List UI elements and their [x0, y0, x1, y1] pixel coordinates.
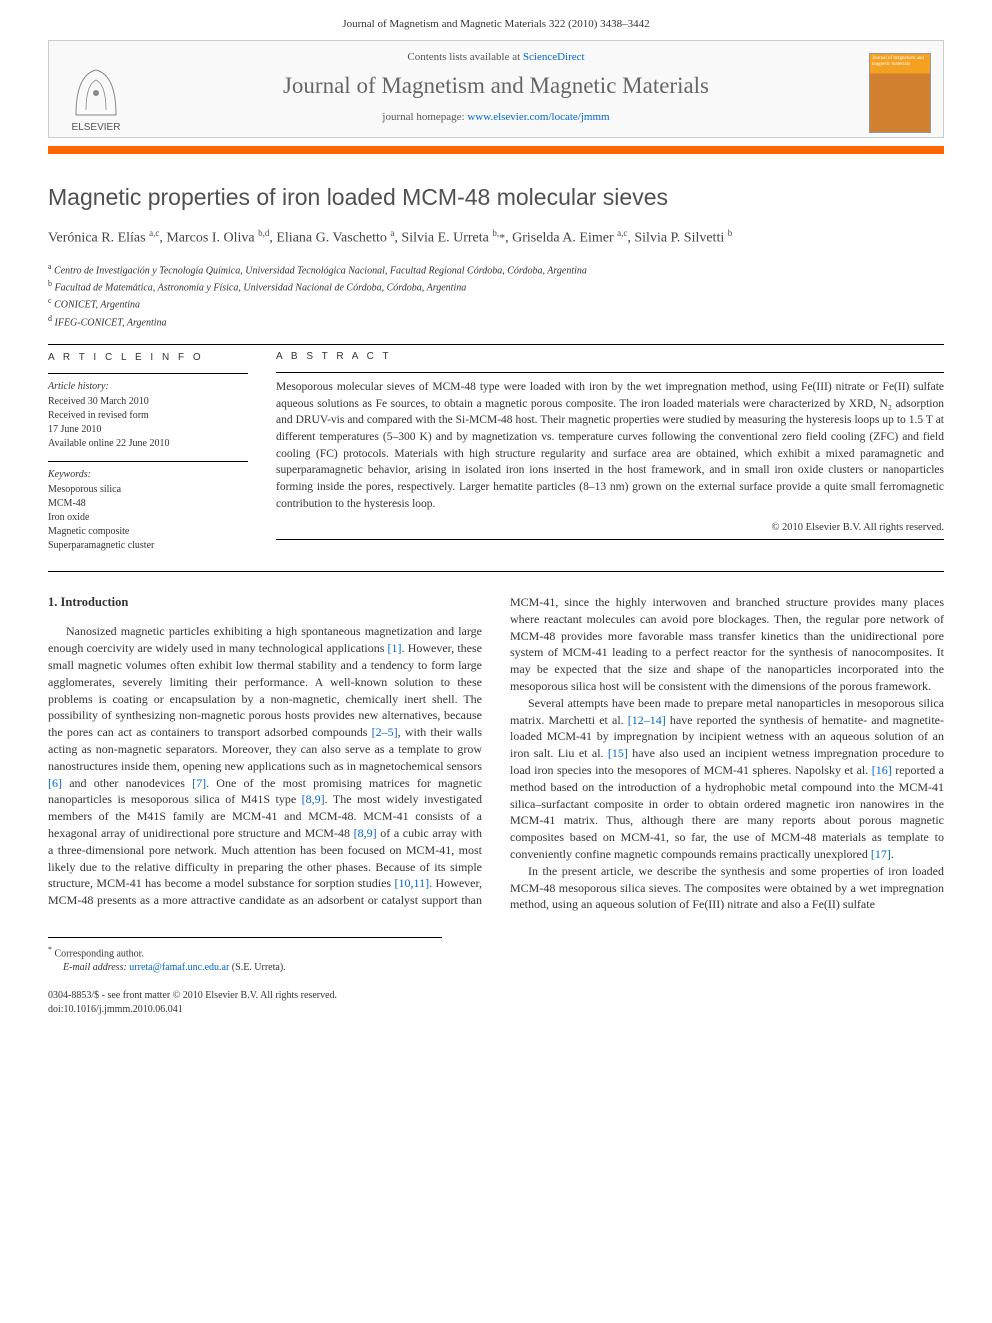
- authors-list: Verónica R. Elías a,c, Marcos I. Oliva b…: [48, 227, 944, 249]
- abstract-copyright: © 2010 Elsevier B.V. All rights reserved…: [276, 522, 944, 533]
- journal-name: Journal of Magnetism and Magnetic Materi…: [149, 73, 843, 99]
- article-info-heading: A R T I C L E I N F O: [48, 351, 248, 365]
- keywords-label: Keywords:: [48, 468, 248, 482]
- divider-bottom: [48, 571, 944, 572]
- affiliation-line: a Centro de Investigación y Tecnología Q…: [48, 261, 944, 278]
- journal-homepage-link[interactable]: www.elsevier.com/locate/jmmm: [467, 111, 609, 123]
- publisher-name: ELSEVIER: [72, 122, 121, 133]
- ref-16[interactable]: [16]: [872, 763, 892, 777]
- keyword-item: MCM-48: [48, 497, 248, 511]
- affiliation-line: c CONICET, Argentina: [48, 295, 944, 312]
- affiliation-line: b Facultad de Matemática, Astronomía y F…: [48, 278, 944, 295]
- revised-date-line1: Received in revised form: [48, 409, 248, 423]
- intro-paragraph-2: Several attempts have been made to prepa…: [510, 695, 944, 863]
- journal-header-box: ELSEVIER Journal of magnetism and magnet…: [48, 40, 944, 138]
- elsevier-logo: ELSEVIER: [61, 53, 131, 133]
- abstract-heading: A B S T R A C T: [276, 351, 944, 362]
- bottom-metadata: 0304-8853/$ - see front matter © 2010 El…: [48, 989, 944, 1017]
- ref-6[interactable]: [6]: [48, 776, 62, 790]
- sciencedirect-link[interactable]: ScienceDirect: [523, 51, 585, 63]
- affiliations-list: a Centro de Investigación y Tecnología Q…: [48, 261, 944, 330]
- ref-8-9[interactable]: [8,9]: [302, 792, 325, 806]
- corresp-email-link[interactable]: urreta@famaf.unc.edu.ar: [129, 962, 229, 973]
- doi-line: doi:10.1016/j.jmmm.2010.06.041: [48, 1003, 944, 1017]
- online-date: Available online 22 June 2010: [48, 437, 248, 451]
- history-label: Article history:: [48, 380, 248, 394]
- intro-paragraph-3: In the present article, we describe the …: [510, 863, 944, 913]
- keyword-item: Mesoporous silica: [48, 483, 248, 497]
- revised-date-line2: 17 June 2010: [48, 423, 248, 437]
- corresp-label: Corresponding author.: [55, 948, 144, 959]
- article-title: Magnetic properties of iron loaded MCM-4…: [48, 184, 944, 211]
- ref-7[interactable]: [7]: [192, 776, 206, 790]
- journal-homepage-line: journal homepage: www.elsevier.com/locat…: [149, 111, 843, 123]
- affiliation-line: d IFEG-CONICET, Argentina: [48, 313, 944, 330]
- ref-17[interactable]: [17]: [871, 847, 891, 861]
- ref-15[interactable]: [15]: [608, 746, 628, 760]
- contents-available-line: Contents lists available at ScienceDirec…: [149, 51, 843, 63]
- corresp-name: (S.E. Urreta).: [229, 962, 285, 973]
- received-date: Received 30 March 2010: [48, 395, 248, 409]
- keyword-item: Iron oxide: [48, 511, 248, 525]
- issn-line: 0304-8853/$ - see front matter © 2010 El…: [48, 989, 944, 1003]
- accent-bar: [48, 146, 944, 154]
- ref-8-9b[interactable]: [8,9]: [354, 826, 377, 840]
- divider-top: [48, 344, 944, 345]
- keyword-item: Magnetic composite: [48, 525, 248, 539]
- ref-12-14[interactable]: [12–14]: [628, 713, 666, 727]
- corresponding-author-footer: * Corresponding author. E-mail address: …: [48, 937, 442, 975]
- ref-10-11[interactable]: [10,11]: [395, 876, 430, 890]
- abstract-column: A B S T R A C T Mesoporous molecular sie…: [276, 351, 944, 553]
- ref-2-5[interactable]: [2–5]: [372, 725, 398, 739]
- keyword-item: Superparamagnetic cluster: [48, 539, 248, 553]
- section-1-heading: 1. Introduction: [48, 594, 482, 612]
- journal-cover-thumbnail: Journal of magnetism and magnetic materi…: [869, 53, 931, 133]
- article-info-column: A R T I C L E I N F O Article history: R…: [48, 351, 248, 553]
- ref-1[interactable]: [1]: [388, 641, 402, 655]
- email-label: E-mail address:: [63, 962, 129, 973]
- header-citation: Journal of Magnetism and Magnetic Materi…: [0, 0, 992, 40]
- body-columns: 1. Introduction Nanosized magnetic parti…: [48, 594, 944, 913]
- abstract-text: Mesoporous molecular sieves of MCM-48 ty…: [276, 379, 944, 512]
